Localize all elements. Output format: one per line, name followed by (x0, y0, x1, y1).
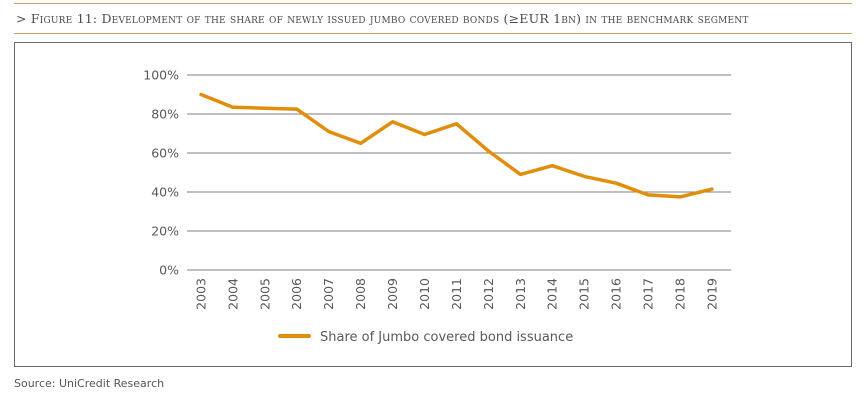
y-axis-tick-labels: 0% 20% 40% 60% 80% 100% (143, 68, 179, 278)
y-tick-label: 100% (143, 68, 179, 83)
series-lines (199, 92, 714, 199)
x-tick-label: 2010 (417, 278, 432, 310)
x-tick-label: 2009 (385, 278, 400, 310)
x-tick-label: 2016 (609, 278, 624, 310)
x-tick-label: 2018 (672, 278, 687, 310)
x-tick-label: 2019 (704, 278, 719, 310)
y-tick-label: 0% (159, 263, 179, 278)
y-tick-label: 80% (151, 107, 179, 122)
chart-frame: 0% 20% 40% 60% 80% 100% 2003 2004 2005 2006 2007 2… (14, 42, 852, 367)
x-tick-label: 2012 (481, 278, 496, 310)
x-tick-label: 2011 (449, 278, 464, 310)
x-tick-label: 2004 (225, 278, 240, 310)
y-tick-label: 40% (151, 185, 179, 200)
line-chart: 0%20%40%60%80%100% 2003 2004 2005 2006 2007 2… (143, 68, 731, 345)
legend-label: Share of Jumbo covered bond issuance (320, 330, 573, 345)
source-note: Source: UniCredit Research (14, 377, 165, 390)
x-tick-label: 2014 (545, 278, 560, 310)
figure-header: > Figure 11: Development of the share of… (14, 3, 852, 34)
x-tick-label: 2008 (353, 278, 368, 310)
series-line (199, 92, 714, 199)
y-tick-label: 60% (151, 146, 179, 161)
x-tick-label: 2005 (257, 278, 272, 310)
x-tick-label: 2017 (641, 278, 656, 310)
figure-title: > Figure 11: Development of the share of… (16, 11, 749, 26)
gridlines (187, 74, 731, 271)
x-axis-tick-labels: 2003 2004 2005 2006 2007 2008 2009 2010 2011 2012… (193, 278, 719, 310)
x-tick-label: 2006 (289, 278, 304, 310)
legend: Share of Jumbo covered bond issuance (278, 330, 573, 345)
x-tick-label: 2015 (577, 278, 592, 310)
y-tick-label: 20% (151, 224, 179, 239)
x-tick-label: 2003 (193, 278, 208, 310)
x-tick-label: 2013 (513, 278, 528, 310)
x-tick-label: 2007 (321, 278, 336, 310)
